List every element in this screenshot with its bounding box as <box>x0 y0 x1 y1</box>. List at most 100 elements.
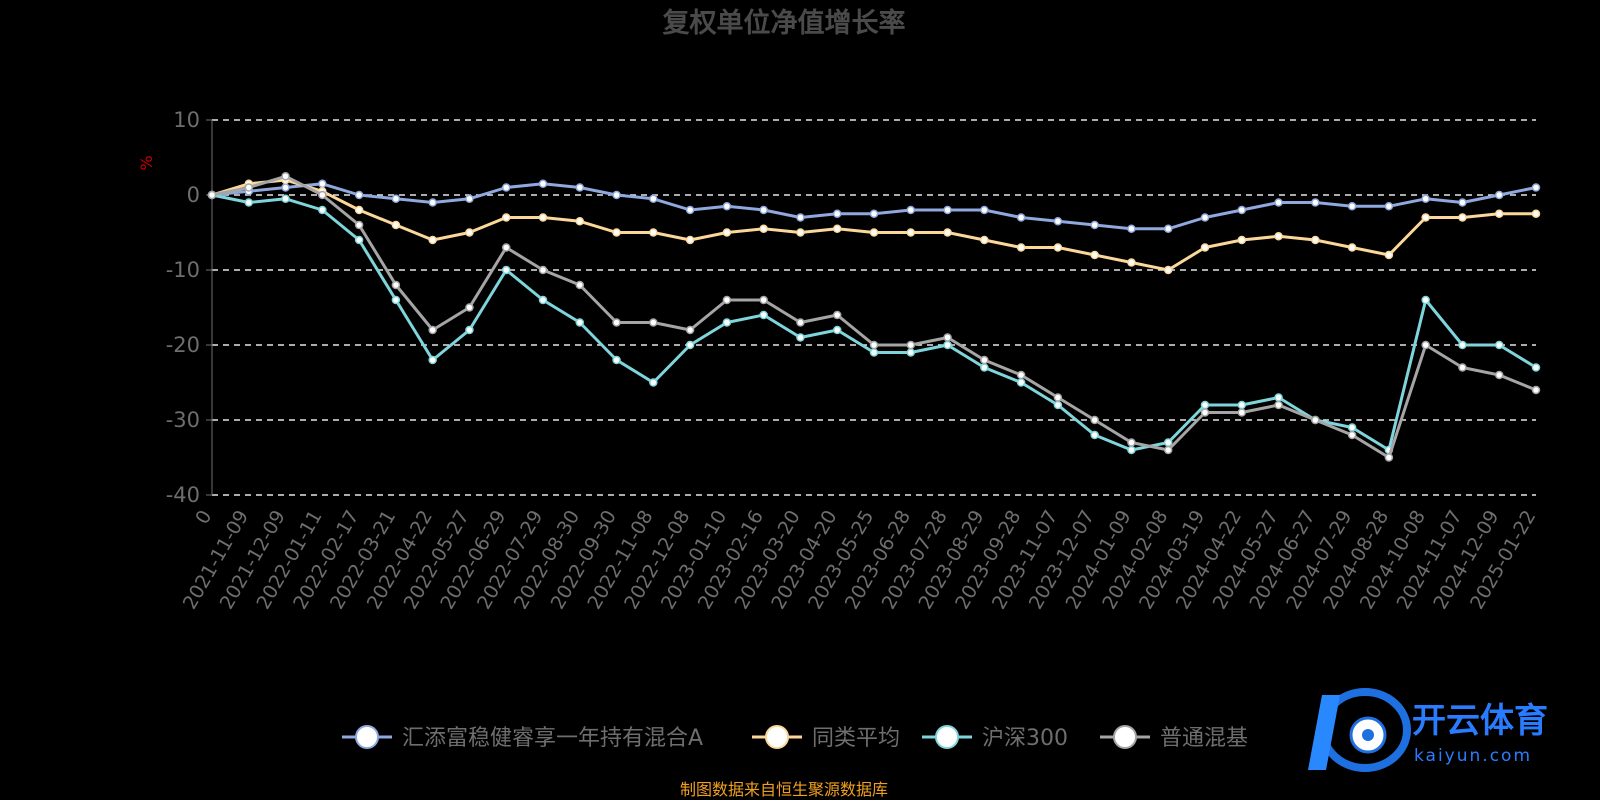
series-group <box>207 175 1541 275</box>
data-point <box>649 194 658 203</box>
data-point <box>1090 220 1099 230</box>
data-point <box>869 348 879 357</box>
data-point <box>1237 235 1247 245</box>
data-point <box>722 228 732 237</box>
data-point <box>1200 400 1210 410</box>
y-tick-label: 10 <box>173 108 200 132</box>
data-point <box>354 205 364 215</box>
data-point <box>501 213 511 222</box>
data-point <box>281 172 290 181</box>
data-point <box>649 318 658 327</box>
data-point <box>1494 209 1504 218</box>
data-point <box>1458 198 1467 207</box>
y-axis-ticks: 10 0 -10 -20 -30 -40 <box>166 108 212 507</box>
data-point <box>1127 224 1136 233</box>
data-point <box>1384 250 1394 260</box>
data-point <box>906 205 916 215</box>
data-point <box>1127 438 1136 447</box>
data-point <box>943 228 952 237</box>
data-point <box>980 355 989 365</box>
data-point <box>832 209 842 218</box>
data-point <box>575 280 585 290</box>
data-point <box>796 318 805 327</box>
data-point <box>1311 235 1320 245</box>
data-point <box>685 325 695 335</box>
y-tick-label: -10 <box>166 258 200 282</box>
data-point <box>318 179 327 188</box>
data-point <box>1274 400 1283 410</box>
data-point <box>1421 340 1430 350</box>
source-note: 制图数据来自恒生聚源数据库 <box>680 780 888 799</box>
data-point <box>906 340 916 350</box>
data-point <box>538 295 548 305</box>
y-tick-label: -40 <box>166 483 200 507</box>
data-point <box>428 235 437 245</box>
data-point <box>1163 438 1173 447</box>
data-point <box>612 228 621 237</box>
data-point <box>1274 198 1283 207</box>
data-point <box>354 190 364 200</box>
data-point <box>318 205 327 215</box>
legend: 汇添富稳健睿享一年持有混合A 同类平均 沪深300 普通混基 <box>342 725 1248 751</box>
data-point <box>796 333 805 342</box>
data-point <box>281 183 290 192</box>
data-point <box>1274 232 1283 241</box>
data-point <box>1016 243 1026 252</box>
data-point <box>244 183 254 192</box>
series-line <box>211 182 1537 231</box>
watermark-logo: 开云体育 kaiyun.com <box>1308 688 1548 772</box>
series-group <box>207 172 1541 462</box>
data-point <box>832 310 842 320</box>
data-point <box>354 220 364 230</box>
watermark-en: kaiyun.com <box>1414 746 1532 766</box>
data-point <box>281 194 290 203</box>
data-point <box>538 213 548 222</box>
data-point <box>759 205 768 215</box>
series-line <box>211 174 1537 459</box>
data-point <box>1347 430 1357 440</box>
data-point <box>1421 213 1430 222</box>
data-point <box>1274 393 1283 402</box>
data-point <box>906 228 916 237</box>
data-point <box>685 235 695 245</box>
data-point <box>980 205 989 215</box>
data-point <box>465 194 474 203</box>
data-point <box>1163 445 1173 455</box>
data-point <box>465 228 474 237</box>
legend-label: 汇添富稳健睿享一年持有混合A <box>402 726 703 751</box>
data-point <box>207 190 217 200</box>
data-point <box>1127 258 1136 267</box>
data-point <box>1200 408 1210 417</box>
data-point <box>1237 408 1247 417</box>
data-point <box>1531 363 1541 372</box>
y-tick-label: 0 <box>187 183 200 207</box>
data-point <box>1090 430 1099 440</box>
data-point <box>1163 265 1173 275</box>
data-point <box>1531 209 1541 218</box>
data-point <box>943 340 952 350</box>
legend-marker <box>765 725 789 749</box>
data-point <box>1237 400 1247 410</box>
data-point <box>1053 217 1063 226</box>
data-point <box>391 194 401 203</box>
watermark-cn: 开云体育 <box>1412 701 1548 741</box>
data-point <box>1016 213 1026 222</box>
data-point <box>1494 190 1504 200</box>
data-point <box>244 198 254 207</box>
data-point <box>1531 385 1541 395</box>
data-point <box>722 295 732 305</box>
data-point <box>1016 370 1026 380</box>
data-point <box>759 295 768 305</box>
legend-marker <box>1113 725 1137 749</box>
data-point <box>1127 445 1136 455</box>
legend-label: 沪深300 <box>982 726 1068 751</box>
data-point <box>1237 205 1247 215</box>
logo-k-icon <box>1308 688 1411 772</box>
data-point <box>649 378 658 387</box>
data-point <box>759 310 768 320</box>
data-point <box>869 228 879 237</box>
data-point <box>869 209 879 218</box>
data-point <box>685 340 695 350</box>
data-point <box>1163 224 1173 233</box>
data-point <box>575 183 585 192</box>
